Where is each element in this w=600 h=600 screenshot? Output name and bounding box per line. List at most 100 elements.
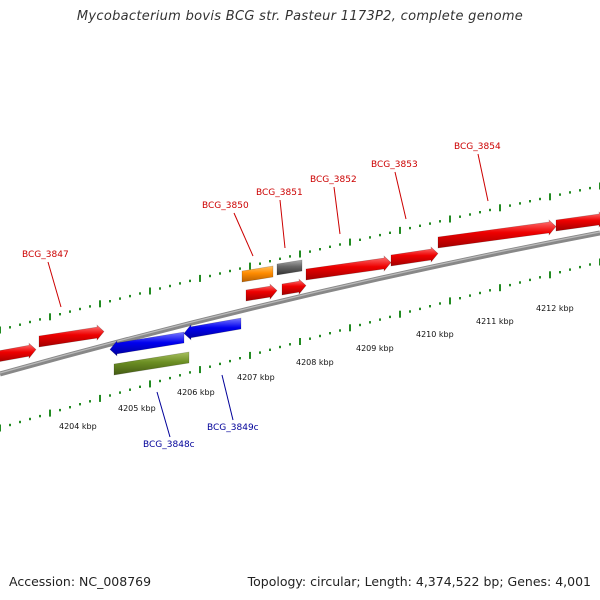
outer-ruler-minor-tick [169, 284, 171, 288]
outer-ruler-minor-tick [79, 307, 81, 311]
outer-ruler-minor-tick [309, 250, 311, 253]
ruler-label-4210: 4210 kbp [416, 330, 454, 339]
gene-bcg-3852[interactable] [305, 255, 392, 281]
gene-bcg-3847a[interactable] [0, 342, 37, 363]
ruler-label-4208: 4208 kbp [296, 358, 334, 367]
inner-ruler-minor-tick [9, 423, 11, 427]
inner-ruler-major-tick [399, 310, 401, 318]
inner-ruler-minor-tick [259, 351, 261, 354]
genome-backbone-highlight [0, 231, 600, 374]
genome-backbone [0, 230, 600, 377]
inner-ruler-major-tick [199, 366, 201, 374]
outer-ruler-minor-tick [119, 297, 121, 300]
outer-ruler-minor-tick [389, 231, 391, 234]
outer-ruler-minor-tick [529, 200, 531, 203]
inner-ruler-major-tick [299, 338, 301, 345]
gene-label-bcg-3847[interactable]: BCG_3847 [22, 250, 69, 260]
inner-ruler-minor-tick [319, 334, 321, 338]
inner-ruler-minor-tick [209, 365, 211, 368]
inner-ruler-minor-tick [69, 406, 71, 409]
outer-ruler-major-tick [49, 313, 51, 321]
outer-ruler-minor-tick [479, 211, 481, 214]
inner-ruler-minor-tick [369, 321, 371, 324]
outer-ruler-minor-tick [469, 213, 471, 216]
inner-ruler-minor-tick [559, 271, 561, 274]
gene-bcg-3853[interactable] [390, 246, 439, 267]
outer-ruler-minor-tick [409, 226, 411, 230]
outer-ruler-minor-tick [239, 267, 241, 270]
gene-bcg-3848c-green[interactable] [113, 351, 190, 376]
gene-bcg-3854[interactable] [437, 219, 557, 249]
inner-ruler-minor-tick [389, 315, 391, 319]
inner-ruler-minor-tick [359, 323, 361, 327]
gene-label-bcg-3854[interactable]: BCG_3854 [454, 142, 501, 152]
gene-bcg-3850-orange[interactable] [241, 265, 274, 283]
gene-features[interactable] [0, 211, 600, 376]
inner-ruler-minor-tick [139, 385, 141, 388]
outer-ruler-minor-tick [159, 287, 161, 290]
leader-bcg-3847 [47, 261, 62, 308]
inner-ruler [0, 258, 600, 432]
inner-ruler-major-tick [149, 380, 151, 388]
inner-ruler-minor-tick [529, 278, 531, 282]
outer-ruler-minor-tick [129, 294, 131, 298]
gene-bcg-3850[interactable] [245, 283, 278, 302]
outer-ruler-minor-tick [89, 305, 91, 308]
inner-ruler-major-tick [449, 297, 451, 305]
gene-bcg-3855[interactable] [555, 211, 600, 232]
outer-ruler-minor-tick [429, 222, 431, 225]
gene-label-bcg-3849c[interactable]: BCG_3849c [207, 423, 259, 433]
gene-label-bcg-3850[interactable]: BCG_3850 [202, 201, 249, 211]
inner-ruler-minor-tick [219, 362, 221, 366]
gene-label-bcg-3852[interactable]: BCG_3852 [310, 175, 357, 185]
inner-ruler-minor-tick [59, 408, 61, 412]
outer-ruler-minor-tick [69, 310, 71, 313]
inner-ruler-minor-tick [429, 305, 431, 308]
outer-ruler-minor-tick [579, 189, 581, 192]
gene-bcg-3851[interactable] [281, 278, 307, 296]
inner-ruler-major-tick [499, 284, 501, 292]
genome-summary-text: Topology: circular; Length: 4,374,522 bp… [247, 574, 591, 589]
inner-ruler-minor-tick [539, 276, 541, 279]
outer-ruler-minor-tick [259, 262, 261, 265]
gene-label-bcg-3848c[interactable]: BCG_3848c [143, 440, 195, 450]
inner-ruler-minor-tick [229, 359, 231, 363]
ruler-label-4211: 4211 kbp [476, 317, 514, 326]
gene-bcg-3849c[interactable] [183, 317, 242, 341]
ruler-label-4205: 4205 kbp [118, 404, 156, 413]
outer-ruler-minor-tick [179, 282, 181, 285]
inner-ruler-minor-tick [109, 394, 111, 397]
gene-label-bcg-3853[interactable]: BCG_3853 [371, 160, 418, 170]
outer-ruler-minor-tick [279, 257, 281, 260]
gene-bcg-3847[interactable] [38, 324, 105, 348]
outer-ruler [0, 182, 600, 334]
inner-ruler-minor-tick [169, 376, 171, 380]
outer-ruler-minor-tick [139, 292, 141, 295]
ruler-label-4209: 4209 kbp [356, 344, 394, 353]
gene-label-bcg-3851[interactable]: BCG_3851 [256, 188, 303, 198]
inner-ruler-major-tick [99, 394, 101, 402]
ruler-label-4207: 4207 kbp [237, 373, 275, 382]
outer-ruler-minor-tick [329, 245, 331, 248]
leader-bcg-3852 [333, 186, 341, 235]
inner-ruler-minor-tick [39, 414, 41, 418]
inner-ruler-minor-tick [569, 268, 571, 271]
gene-bcg-3848c[interactable] [109, 331, 185, 357]
inner-ruler-minor-tick [459, 297, 461, 300]
outer-ruler-minor-tick [219, 272, 221, 275]
inner-ruler-minor-tick [579, 265, 581, 269]
outer-ruler-minor-tick [489, 208, 491, 212]
inner-ruler-minor-tick [89, 400, 91, 403]
outer-ruler-minor-tick [229, 269, 231, 273]
outer-ruler-minor-tick [509, 204, 511, 207]
ruler-label-4212: 4212 kbp [536, 304, 574, 313]
inner-ruler-major-tick [249, 351, 251, 359]
leader-bcg-3854 [477, 153, 489, 202]
inner-ruler-minor-tick [329, 332, 331, 335]
gene-bcg-3851-gray[interactable] [276, 259, 303, 276]
leader-bcg-3851 [279, 199, 286, 249]
outer-ruler-minor-tick [289, 255, 291, 258]
outer-ruler-minor-tick [379, 233, 381, 237]
ruler-label-4206: 4206 kbp [177, 388, 215, 397]
